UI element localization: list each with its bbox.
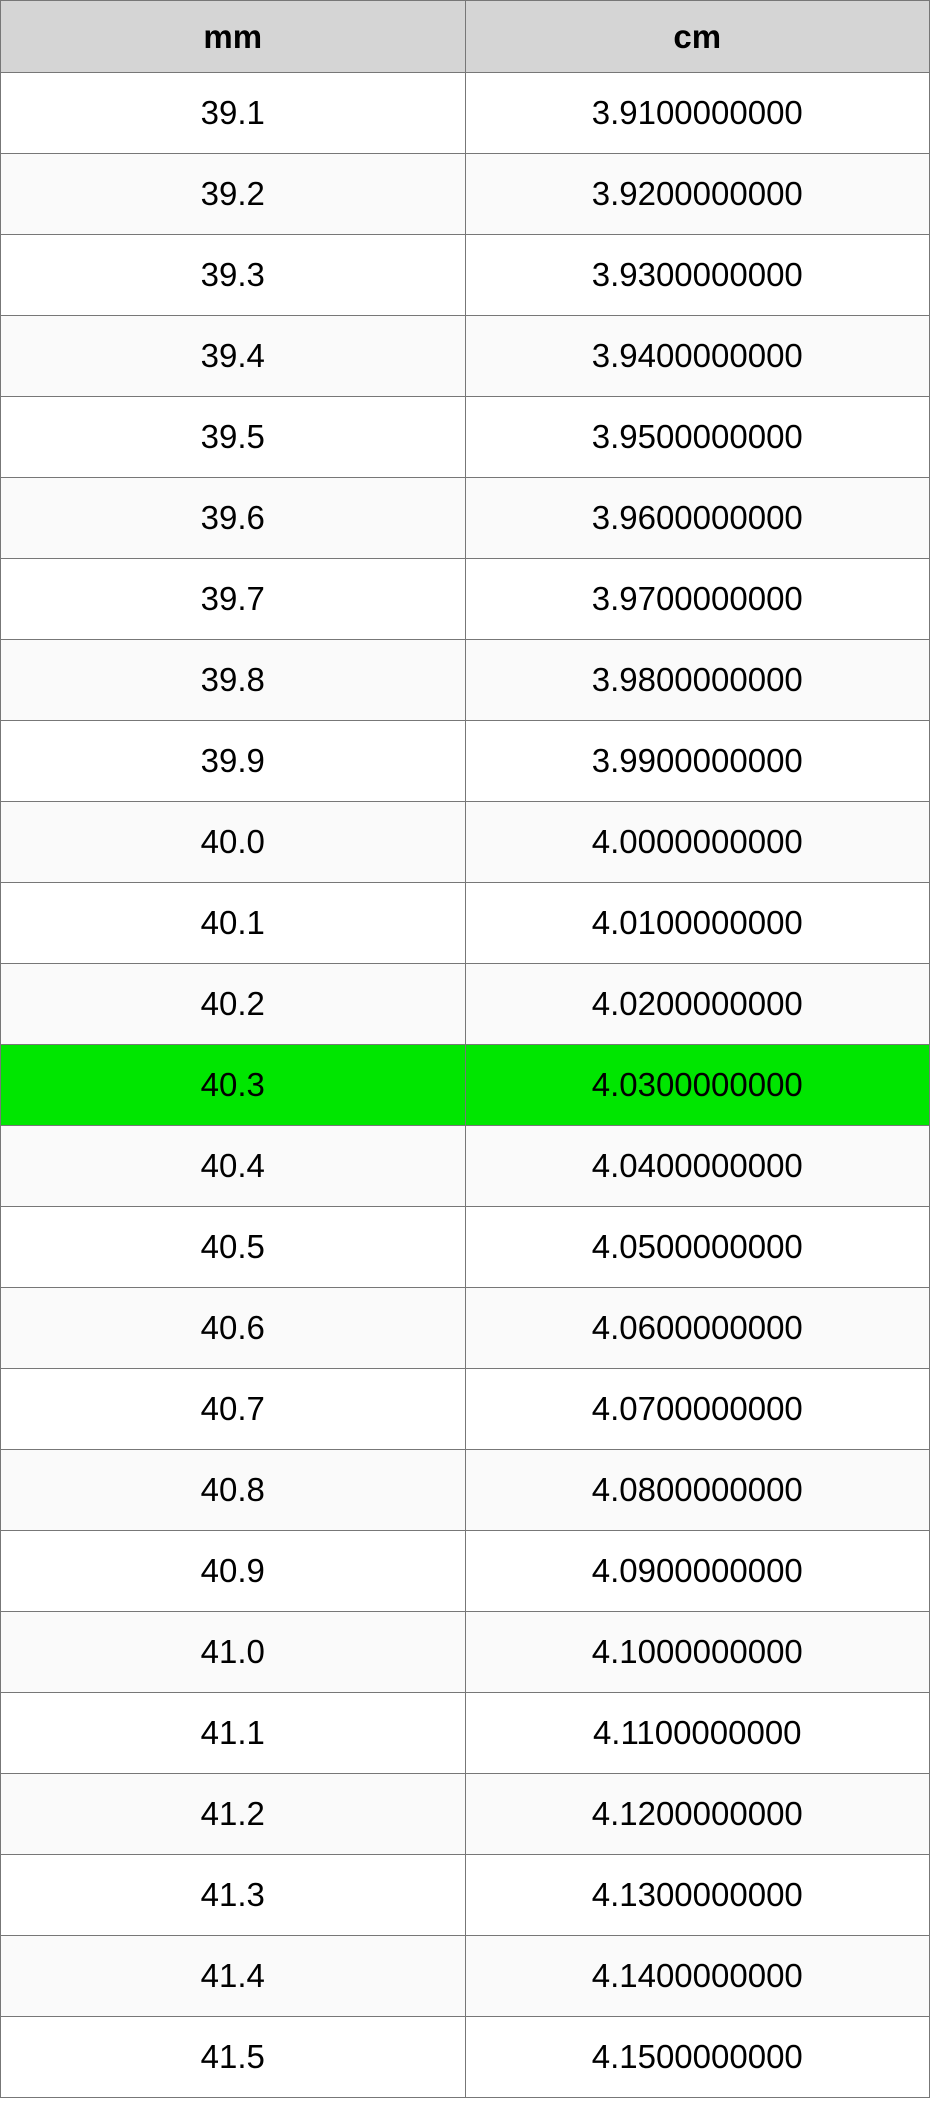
cell-mm: 40.2 bbox=[1, 964, 466, 1045]
cell-cm: 4.1300000000 bbox=[465, 1855, 930, 1936]
cell-mm: 40.8 bbox=[1, 1450, 466, 1531]
cell-mm: 39.2 bbox=[1, 154, 466, 235]
table-body: 39.13.910000000039.23.920000000039.33.93… bbox=[1, 73, 930, 2098]
cell-cm: 3.9400000000 bbox=[465, 316, 930, 397]
cell-mm: 40.0 bbox=[1, 802, 466, 883]
cell-cm: 4.0200000000 bbox=[465, 964, 930, 1045]
cell-mm: 41.4 bbox=[1, 1936, 466, 2017]
cell-cm: 3.9600000000 bbox=[465, 478, 930, 559]
cell-cm: 4.0400000000 bbox=[465, 1126, 930, 1207]
cell-mm: 39.6 bbox=[1, 478, 466, 559]
table-row: 40.94.0900000000 bbox=[1, 1531, 930, 1612]
cell-mm: 40.5 bbox=[1, 1207, 466, 1288]
table-row: 39.33.9300000000 bbox=[1, 235, 930, 316]
cell-cm: 4.1400000000 bbox=[465, 1936, 930, 2017]
table-row: 39.63.9600000000 bbox=[1, 478, 930, 559]
table-row: 40.24.0200000000 bbox=[1, 964, 930, 1045]
table-row: 39.43.9400000000 bbox=[1, 316, 930, 397]
table-header-row: mm cm bbox=[1, 1, 930, 73]
table-row: 40.04.0000000000 bbox=[1, 802, 930, 883]
cell-mm: 40.4 bbox=[1, 1126, 466, 1207]
cell-cm: 4.0900000000 bbox=[465, 1531, 930, 1612]
table-row: 39.23.9200000000 bbox=[1, 154, 930, 235]
table-row: 40.84.0800000000 bbox=[1, 1450, 930, 1531]
table-row: 41.04.1000000000 bbox=[1, 1612, 930, 1693]
cell-cm: 3.9200000000 bbox=[465, 154, 930, 235]
table-row: 40.34.0300000000 bbox=[1, 1045, 930, 1126]
cell-cm: 4.0800000000 bbox=[465, 1450, 930, 1531]
table-row: 39.93.9900000000 bbox=[1, 721, 930, 802]
cell-cm: 4.1200000000 bbox=[465, 1774, 930, 1855]
cell-mm: 40.7 bbox=[1, 1369, 466, 1450]
cell-mm: 40.9 bbox=[1, 1531, 466, 1612]
cell-cm: 4.0700000000 bbox=[465, 1369, 930, 1450]
table-row: 41.54.1500000000 bbox=[1, 2017, 930, 2098]
cell-mm: 41.1 bbox=[1, 1693, 466, 1774]
cell-mm: 39.3 bbox=[1, 235, 466, 316]
cell-mm: 39.5 bbox=[1, 397, 466, 478]
cell-mm: 40.6 bbox=[1, 1288, 466, 1369]
cell-mm: 39.7 bbox=[1, 559, 466, 640]
table-row: 41.14.1100000000 bbox=[1, 1693, 930, 1774]
cell-cm: 3.9300000000 bbox=[465, 235, 930, 316]
table-row: 39.13.9100000000 bbox=[1, 73, 930, 154]
column-header-mm: mm bbox=[1, 1, 466, 73]
cell-cm: 3.9800000000 bbox=[465, 640, 930, 721]
column-header-cm: cm bbox=[465, 1, 930, 73]
cell-mm: 39.8 bbox=[1, 640, 466, 721]
table-row: 40.14.0100000000 bbox=[1, 883, 930, 964]
cell-mm: 40.1 bbox=[1, 883, 466, 964]
table-row: 41.44.1400000000 bbox=[1, 1936, 930, 2017]
cell-mm: 40.3 bbox=[1, 1045, 466, 1126]
cell-mm: 41.3 bbox=[1, 1855, 466, 1936]
table-row: 40.64.0600000000 bbox=[1, 1288, 930, 1369]
table-row: 40.74.0700000000 bbox=[1, 1369, 930, 1450]
cell-cm: 4.0500000000 bbox=[465, 1207, 930, 1288]
cell-cm: 3.9100000000 bbox=[465, 73, 930, 154]
cell-mm: 39.9 bbox=[1, 721, 466, 802]
table-row: 41.24.1200000000 bbox=[1, 1774, 930, 1855]
cell-cm: 3.9500000000 bbox=[465, 397, 930, 478]
cell-mm: 41.2 bbox=[1, 1774, 466, 1855]
cell-mm: 41.5 bbox=[1, 2017, 466, 2098]
cell-mm: 39.1 bbox=[1, 73, 466, 154]
cell-cm: 4.0600000000 bbox=[465, 1288, 930, 1369]
cell-mm: 41.0 bbox=[1, 1612, 466, 1693]
cell-cm: 4.0100000000 bbox=[465, 883, 930, 964]
table-row: 41.34.1300000000 bbox=[1, 1855, 930, 1936]
table-row: 40.54.0500000000 bbox=[1, 1207, 930, 1288]
table-row: 39.73.9700000000 bbox=[1, 559, 930, 640]
cell-cm: 4.1500000000 bbox=[465, 2017, 930, 2098]
table-row: 40.44.0400000000 bbox=[1, 1126, 930, 1207]
cell-cm: 4.0000000000 bbox=[465, 802, 930, 883]
cell-cm: 4.1100000000 bbox=[465, 1693, 930, 1774]
cell-cm: 4.0300000000 bbox=[465, 1045, 930, 1126]
cell-mm: 39.4 bbox=[1, 316, 466, 397]
cell-cm: 4.1000000000 bbox=[465, 1612, 930, 1693]
conversion-table: mm cm 39.13.910000000039.23.920000000039… bbox=[0, 0, 930, 2098]
table-row: 39.83.9800000000 bbox=[1, 640, 930, 721]
cell-cm: 3.9700000000 bbox=[465, 559, 930, 640]
table-row: 39.53.9500000000 bbox=[1, 397, 930, 478]
cell-cm: 3.9900000000 bbox=[465, 721, 930, 802]
